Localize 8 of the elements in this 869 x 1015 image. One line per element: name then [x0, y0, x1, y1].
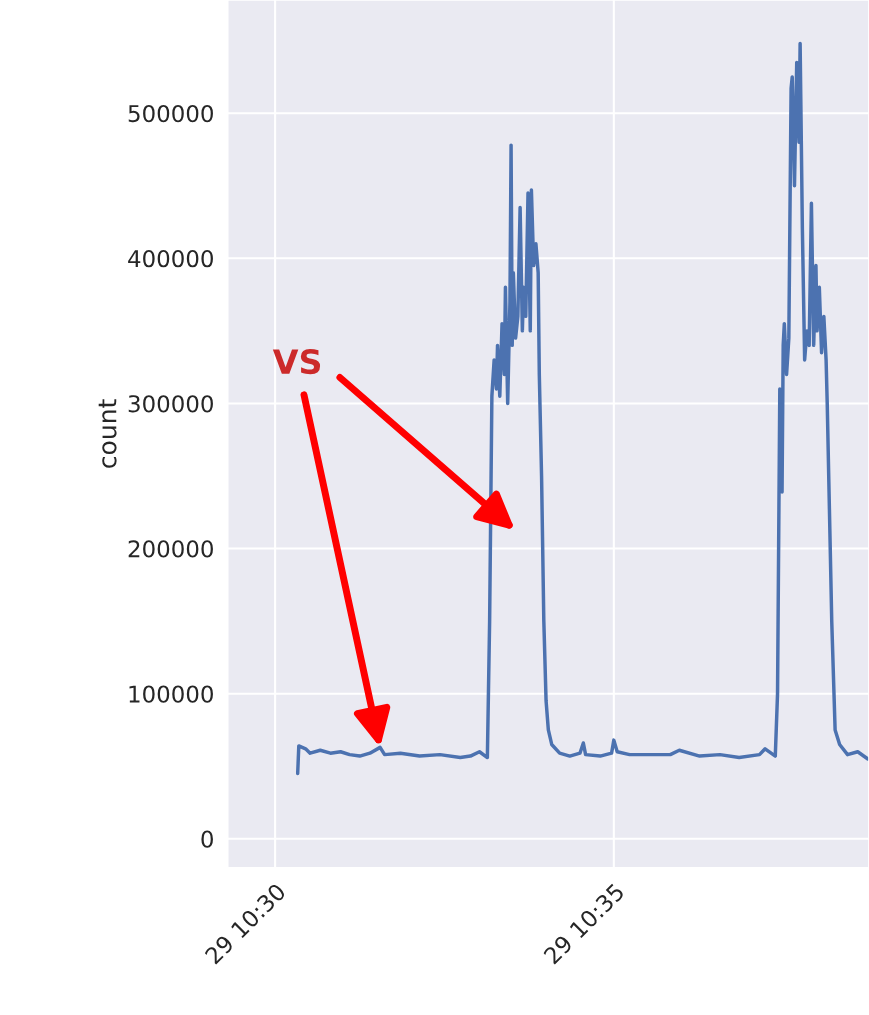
- y-tick-label: 500000: [128, 104, 213, 123]
- y-tick-label: 100000: [129, 685, 213, 703]
- y-tick-label: 0: [201, 830, 213, 848]
- y-tick-label: 300000: [128, 395, 213, 413]
- annotation: VS: [272, 348, 321, 375]
- y-tick-label: 400000: [128, 250, 213, 268]
- y-axis-title: count: [98, 399, 117, 468]
- y-tick-label: 200000: [128, 540, 213, 558]
